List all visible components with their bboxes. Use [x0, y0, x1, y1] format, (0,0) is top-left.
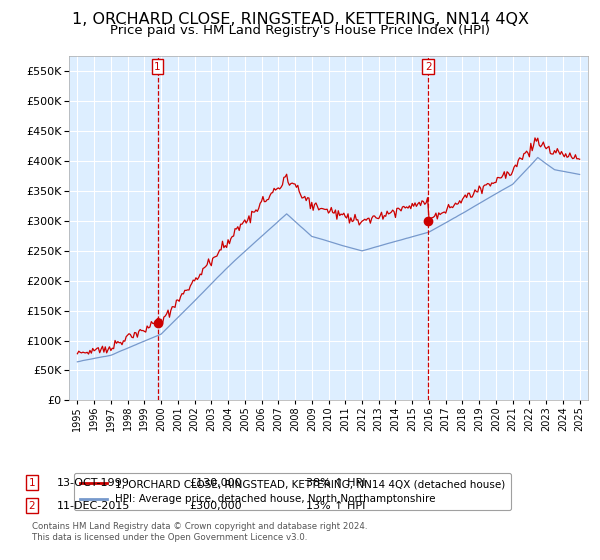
Text: 13% ↑ HPI: 13% ↑ HPI [306, 501, 365, 511]
Text: 13-OCT-1999: 13-OCT-1999 [57, 478, 130, 488]
Text: Price paid vs. HM Land Registry's House Price Index (HPI): Price paid vs. HM Land Registry's House … [110, 24, 490, 37]
Text: This data is licensed under the Open Government Licence v3.0.: This data is licensed under the Open Gov… [32, 533, 307, 542]
Text: 1: 1 [154, 62, 161, 72]
Text: £130,000: £130,000 [189, 478, 242, 488]
Text: £300,000: £300,000 [189, 501, 242, 511]
Text: 11-DEC-2015: 11-DEC-2015 [57, 501, 130, 511]
Text: 1: 1 [28, 478, 35, 488]
Text: 2: 2 [28, 501, 35, 511]
Text: 2: 2 [425, 62, 431, 72]
Text: Contains HM Land Registry data © Crown copyright and database right 2024.: Contains HM Land Registry data © Crown c… [32, 522, 367, 531]
Text: 38% ↑ HPI: 38% ↑ HPI [306, 478, 365, 488]
Text: 1, ORCHARD CLOSE, RINGSTEAD, KETTERING, NN14 4QX: 1, ORCHARD CLOSE, RINGSTEAD, KETTERING, … [71, 12, 529, 27]
Legend: 1, ORCHARD CLOSE, RINGSTEAD, KETTERING, NN14 4QX (detached house), HPI: Average : 1, ORCHARD CLOSE, RINGSTEAD, KETTERING, … [74, 473, 511, 511]
